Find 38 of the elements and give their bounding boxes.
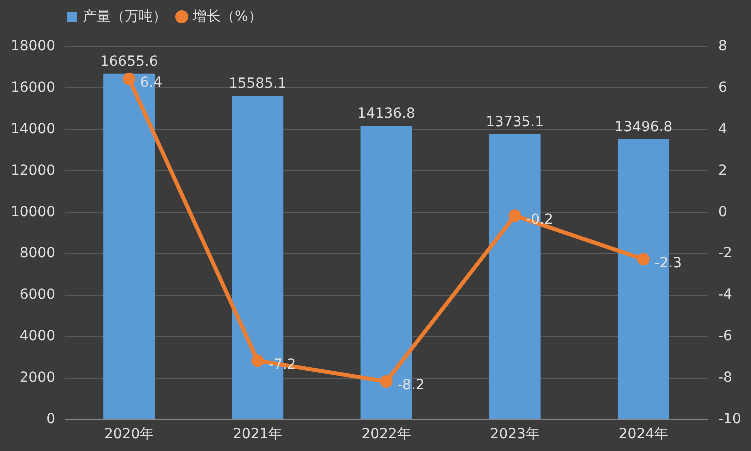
y2-tick-label: 4	[718, 121, 728, 138]
y-tick-label: 14000	[10, 121, 56, 138]
x-tick-label: 2024年	[618, 426, 669, 442]
data-label: 14136.8	[358, 106, 416, 122]
data-label: 15585.1	[228, 76, 287, 92]
legend-label: 增长（%）	[192, 9, 262, 25]
data-label: 13496.8	[614, 119, 673, 136]
y-tick-label: 8000	[20, 246, 56, 262]
x-tick-label: 2022年	[362, 426, 412, 442]
y2-tick-label: 2	[718, 162, 728, 179]
y2-tick-label: 8	[718, 38, 728, 54]
x-tick-label: 2020年	[104, 426, 154, 442]
y2-tick-label: -2	[718, 246, 732, 262]
y2-tick-label: -4	[718, 287, 733, 304]
data-label: -0.2	[526, 212, 554, 228]
point	[637, 253, 650, 266]
y2-tick-label: -6	[718, 328, 733, 345]
y-tick-label: 2000	[20, 370, 56, 386]
point	[508, 210, 522, 222]
y-tick-label: 16000	[10, 80, 56, 96]
y-tick-label: 12000	[10, 162, 56, 179]
y2-tick-label: 6	[718, 80, 728, 96]
y-tick-label: 10000	[10, 204, 56, 220]
data-label: 16655.6	[100, 54, 158, 70]
legend-label: 产量（万吨）	[83, 9, 167, 25]
y-tick-label: 18000	[10, 38, 56, 54]
x-tick-label: 2021年	[233, 426, 283, 442]
y2-tick-label: -10	[718, 412, 742, 428]
data-label: 13735.1	[486, 114, 544, 130]
point	[123, 72, 136, 86]
point	[252, 354, 264, 368]
y2-tick-label: 0	[718, 204, 728, 220]
point	[380, 375, 393, 388]
y-tick-label: 0	[46, 412, 56, 428]
y2-tick-label: -8	[718, 370, 732, 386]
x-tick-label: 2023年	[490, 426, 540, 442]
y-tick-label: 4000	[20, 328, 56, 345]
y-tick-label: 6000	[20, 287, 56, 304]
